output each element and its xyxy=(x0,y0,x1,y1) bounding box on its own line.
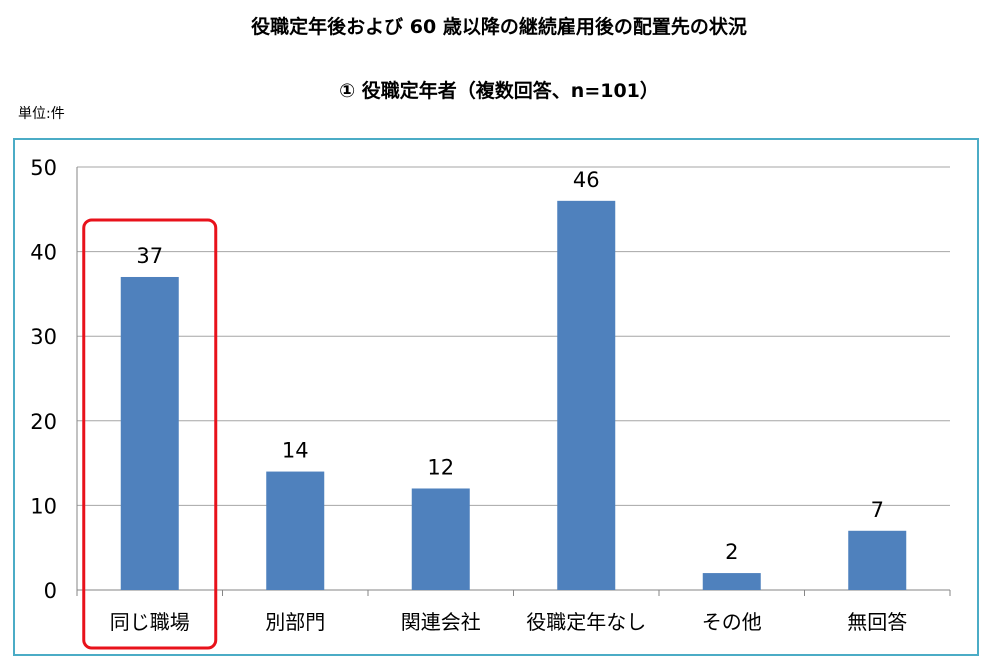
bar xyxy=(266,471,325,590)
y-tick-label: 0 xyxy=(44,579,57,603)
category-label: 同じ職場 xyxy=(110,610,190,634)
bar xyxy=(702,573,761,590)
category-label: 別部門 xyxy=(265,610,325,634)
y-tick-label: 40 xyxy=(30,241,57,265)
unit-label: 単位:件 xyxy=(18,106,65,122)
data-label: 12 xyxy=(427,455,454,479)
chart-subtitle: ① 役職定年者（複数回答、n=101） xyxy=(339,80,659,102)
y-tick-label: 50 xyxy=(30,156,57,180)
y-tick-label: 30 xyxy=(30,325,57,349)
y-tick-label: 20 xyxy=(30,410,57,434)
highlight-box xyxy=(82,218,218,650)
data-label: 2 xyxy=(725,540,738,564)
data-label: 37 xyxy=(136,244,163,268)
bar xyxy=(848,530,907,590)
chart-main-title: 役職定年後および 60 歳以降の継続雇用後の配置先の状況 xyxy=(251,16,747,38)
category-label: 関連会社 xyxy=(401,610,481,634)
category-label: 無回答 xyxy=(847,610,907,634)
category-label: 役職定年なし xyxy=(526,610,646,634)
bar xyxy=(557,200,616,590)
y-tick-label: 10 xyxy=(30,494,57,518)
bar xyxy=(120,276,179,590)
data-label: 14 xyxy=(282,439,309,463)
category-label: その他 xyxy=(702,610,762,634)
data-label: 46 xyxy=(573,168,600,192)
bar xyxy=(411,488,470,590)
data-label: 7 xyxy=(871,498,884,522)
